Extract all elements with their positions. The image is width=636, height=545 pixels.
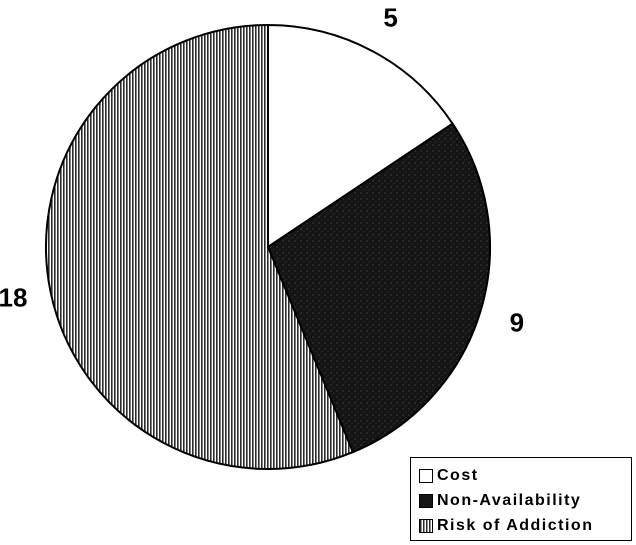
data-label-risk-of-addiction: 18 (0, 283, 27, 313)
pie-slice-non-availability (266, 122, 491, 454)
data-label-non-availability: 9 (510, 307, 524, 337)
legend-item-cost: Cost (419, 463, 631, 488)
legend-item-risk-of-addiction: Risk of Addiction (419, 513, 631, 538)
data-label-cost: 5 (383, 3, 397, 33)
legend-swatch-cost (419, 468, 433, 483)
legend-swatch-non-availability (419, 493, 433, 508)
pie-slice-risk-of-addiction (45, 23, 355, 470)
legend-label-non-availability: Non-Availability (437, 491, 582, 509)
legend-item-non-availability: Non-Availability (419, 488, 631, 513)
legend-label-risk-of-addiction: Risk of Addiction (437, 516, 594, 534)
legend: Cost Non-Availability Risk of Addiction (410, 457, 632, 541)
pie-slice-cost (267, 23, 454, 249)
legend-label-cost: Cost (437, 466, 479, 484)
legend-swatch-risk-of-addiction (419, 518, 433, 533)
